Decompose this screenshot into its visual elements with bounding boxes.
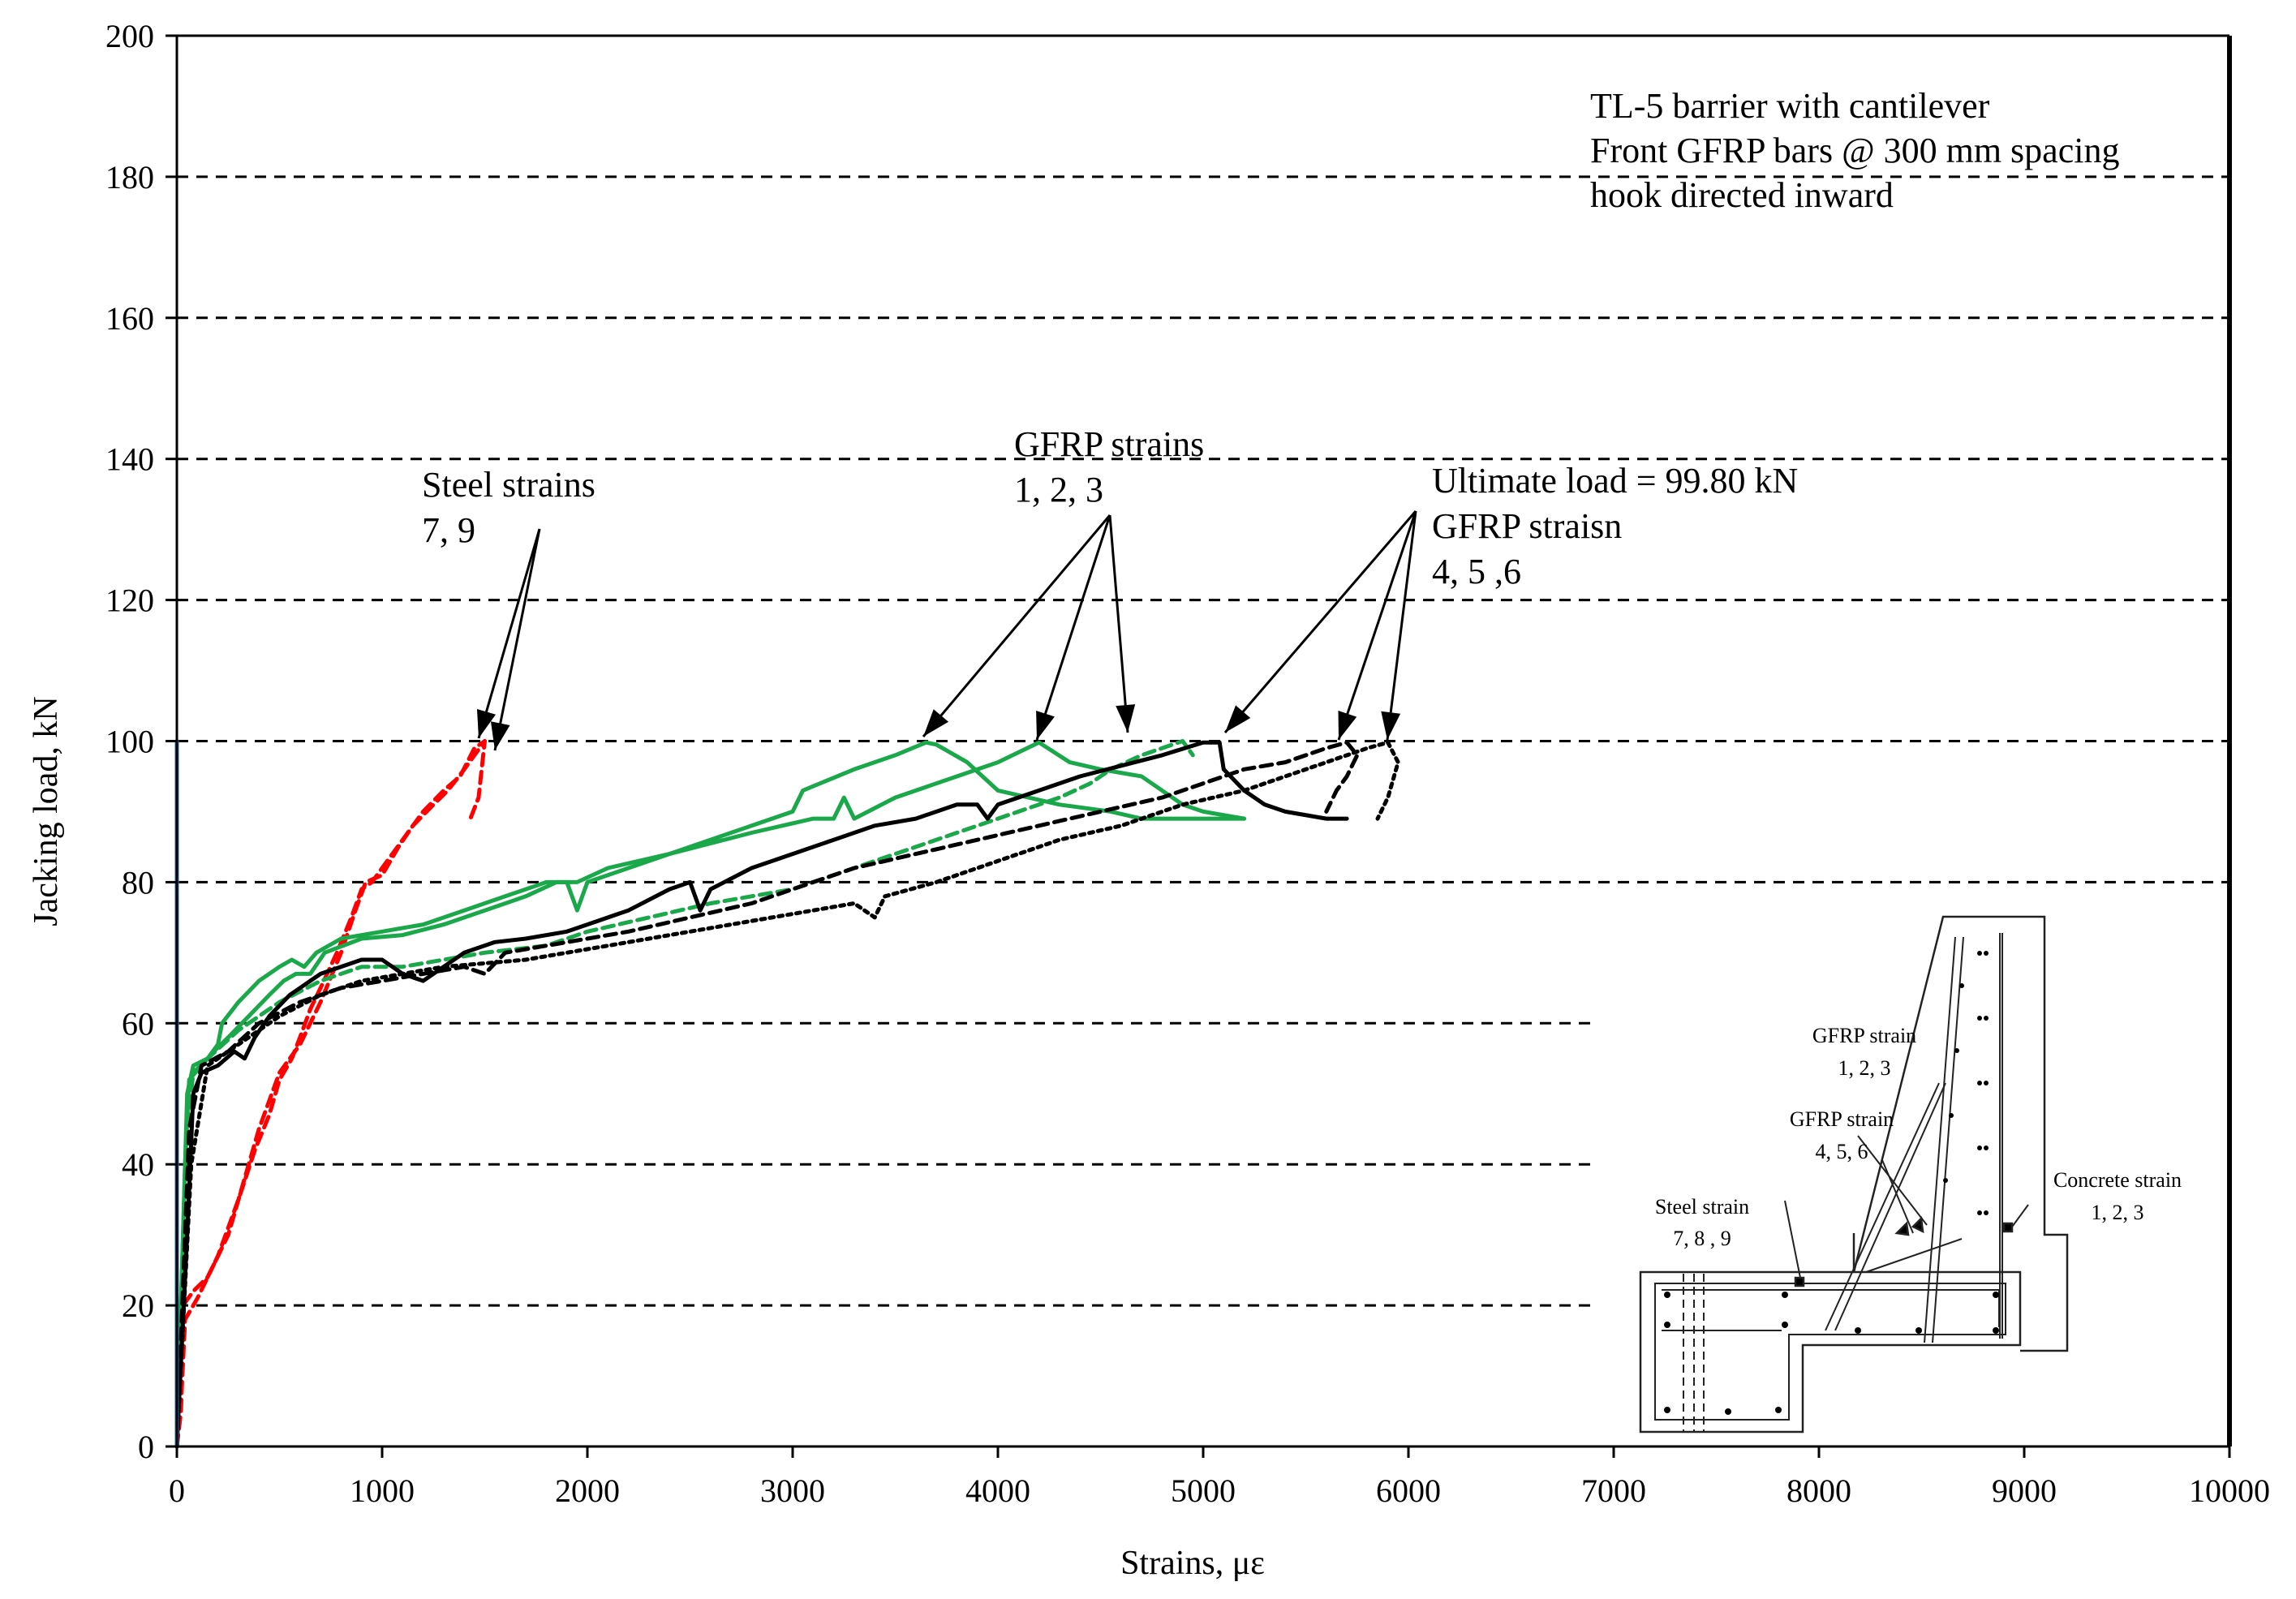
annotation-gfrp123-title: GFRP strains — [1014, 424, 1204, 464]
series-gfrp-strain-6 — [174, 740, 1400, 1449]
y-axis-label: Jacking load, kN — [28, 696, 65, 926]
title-line-3: hook directed inward — [1590, 175, 1894, 215]
arrow-gfrp456-b-shaft — [1337, 510, 1417, 741]
y-tick-label: 40 — [122, 1146, 154, 1183]
y-tick-label: 120 — [105, 582, 154, 619]
y-tick-label: 140 — [105, 441, 154, 478]
title-line-1: TL-5 barrier with cantilever — [1590, 86, 1990, 126]
arrow-gfrp456-c-shaft — [1386, 510, 1417, 741]
arrow-steel-a-shaft — [477, 528, 541, 739]
arrow-gfrp123-c-head — [1116, 704, 1136, 733]
inset-concrete-title: Concrete strain — [2053, 1168, 2182, 1192]
inset-gfrp123-title: GFRP strain — [1812, 1024, 1916, 1047]
y-tick-label: 60 — [122, 1005, 154, 1042]
series-steel-strain-7 — [174, 739, 487, 1449]
annotation-gfrp123-ids: 1, 2, 3 — [1014, 470, 1103, 509]
arrow-gfrp456-b-head — [1338, 710, 1357, 740]
series-gfrp-strain-4 — [174, 740, 1349, 1449]
arrow-gfrp123-c-shaft — [1108, 514, 1129, 733]
y-tick-label: 0 — [138, 1429, 154, 1465]
data-series — [174, 739, 1400, 1449]
arrow-gfrp456-c-head — [1381, 711, 1401, 740]
annotation-gfrp456-title: GFRP straisn — [1432, 506, 1622, 546]
y-tick-label: 200 — [105, 18, 154, 54]
arrow-steel-b-head — [490, 721, 510, 750]
arrow-gfrp123-b-head — [1036, 710, 1055, 740]
series-steel-strain-9 — [174, 739, 487, 1449]
series-gfrp-strain-3 — [174, 739, 1195, 1449]
barrier-cross-section-inset — [1610, 915, 2069, 1444]
inset-gfrp456-ids: 4, 5, 6 — [1816, 1140, 1868, 1163]
x-tick-label: 6000 — [1376, 1472, 1441, 1509]
arrow-gfrp456-a-shaft — [1223, 510, 1417, 733]
x-tick-label: 0 — [169, 1472, 185, 1509]
inset-steel-title: Steel strain — [1655, 1195, 1749, 1219]
annotation-ultimate-load: Ultimate load = 99.80 kN — [1432, 461, 1798, 501]
annotation-gfrp456-ids: 4, 5 ,6 — [1432, 552, 1521, 591]
x-tick-label: 10000 — [2189, 1472, 2270, 1509]
arrow-gfrp123-a-head — [923, 709, 949, 737]
series-gfrp-strain-5 — [174, 740, 1360, 1449]
y-tick-label: 20 — [122, 1287, 154, 1324]
arrow-gfrp123-a-shaft — [922, 514, 1111, 737]
axis-ticks: 0 1000 2000 3000 4000 5000 6000 7000 8000 9000 100… — [105, 18, 2270, 1509]
annotation-arrows — [476, 510, 1417, 751]
x-tick-label: 2000 — [555, 1472, 620, 1509]
x-tick-label: 1000 — [350, 1472, 415, 1509]
title-line-2: Front GFRP bars @ 300 mm spacing — [1590, 131, 2119, 170]
inset-gfrp456-title: GFRP strain — [1790, 1107, 1894, 1131]
x-tick-label: 9000 — [1992, 1472, 2057, 1509]
annotation-steel-title: Steel strains — [422, 465, 595, 505]
x-tick-label: 3000 — [760, 1472, 825, 1509]
x-tick-label: 7000 — [1581, 1472, 1646, 1509]
series-gfrp-strain-2 — [174, 740, 1247, 1449]
inset-concrete-ids: 1, 2, 3 — [2092, 1201, 2144, 1224]
x-tick-label: 4000 — [965, 1472, 1030, 1509]
inset-steel-ids: 7, 8 , 9 — [1673, 1227, 1731, 1250]
arrow-gfrp123-b-shaft — [1035, 514, 1111, 741]
inset-gfrp123-ids: 1, 2, 3 — [1838, 1056, 1891, 1080]
arrow-steel-b-shaft — [493, 528, 541, 751]
y-tick-label: 80 — [122, 864, 154, 901]
annotation-steel-ids: 7, 9 — [422, 510, 475, 550]
arrow-gfrp456-a-head — [1225, 705, 1251, 733]
x-axis-label: Strains, με — [1120, 1545, 1265, 1582]
y-tick-label: 180 — [105, 159, 154, 196]
x-tick-label: 5000 — [1171, 1472, 1236, 1509]
y-tick-label: 100 — [105, 724, 154, 760]
arrow-steel-a-head — [476, 709, 497, 738]
x-tick-label: 8000 — [1786, 1472, 1851, 1509]
y-tick-label: 160 — [105, 300, 154, 337]
